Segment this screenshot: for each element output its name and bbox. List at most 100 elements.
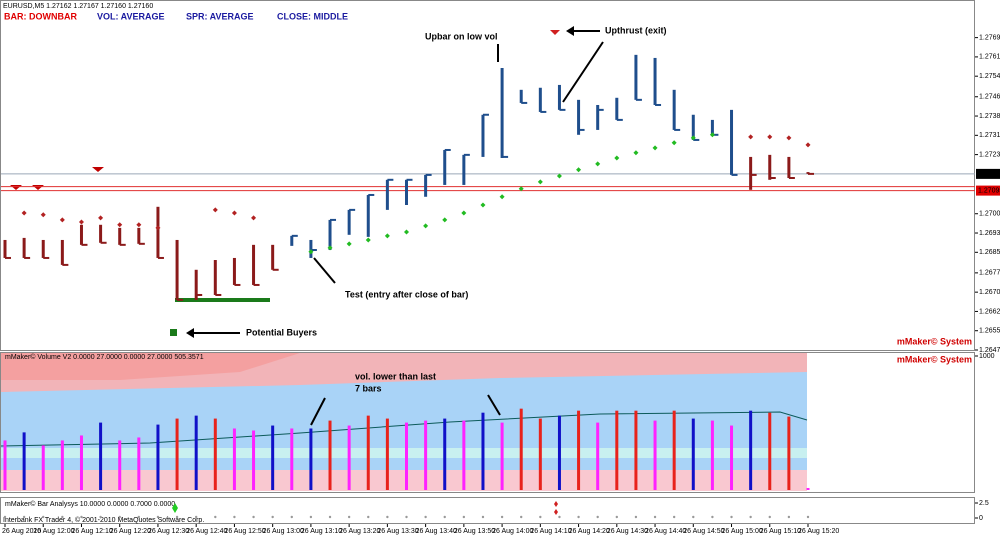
y-tick-label: 1.27005 [979,211,1000,218]
volume-bar [672,410,676,490]
analysis-dot [137,515,141,519]
volume-background [0,353,808,491]
volume-annotation: 7 bars [355,383,382,393]
volume-bar [3,440,7,490]
volume-bar [405,422,408,490]
volume-bar [366,415,370,490]
brand: mMaker© System [897,354,972,364]
volume-bar [596,422,600,490]
current-price-box [976,168,1000,179]
x-tick-label: 26 Aug 12:30 [148,528,189,535]
annotation: Potential Buyers [246,327,317,337]
volume-bar [634,410,638,490]
x-tick-label: 26 Aug 13:30 [377,528,418,535]
x-tick-label: 26 Aug 13:20 [339,528,380,535]
support-dot [404,229,409,235]
analysis-dot [347,515,351,519]
analysis-dot [252,515,255,519]
volume-bar [99,422,103,490]
x-tick-label: 26 Aug 13:00 [263,528,304,535]
volume-bar [500,422,504,490]
support-dot [327,245,333,251]
support-dot [442,217,448,223]
volume-bar [252,430,256,490]
volume-bar [41,445,45,490]
analysis-title: mMaker© Bar Analysys 10.0000 0.0000 0.70… [5,500,175,508]
level-label: 1.27095 [978,187,1000,194]
analysis-pane [0,497,975,524]
support-dot [614,155,620,161]
analysis-dot [711,515,714,519]
volume-bar [156,424,160,490]
analysis-dot [42,515,45,519]
volume-bar [309,428,313,490]
analysis-dot [233,515,236,519]
volume-bar [271,425,275,490]
volume-bar [749,410,753,490]
analysis-dot [462,515,466,519]
analysis-dot [653,515,657,519]
analysis-dot [692,515,695,519]
resistance-dot [59,217,65,223]
resistance-dot [786,135,792,141]
volume-bar [22,432,26,490]
volume-bar [557,415,561,490]
brand: mMaker© System [897,336,972,346]
y-tick-label: 1.26855 [979,249,1000,256]
x-tick-label: 26 Aug 13:10 [301,528,342,535]
volume-bar [385,418,389,490]
analysis-dot [214,515,217,519]
y-tick-label: 1000 [979,353,995,360]
analysis-dot [634,515,638,519]
analysis-markers [172,501,558,515]
price-pane [0,0,975,351]
volume-bar [443,418,447,490]
volume-bar [519,408,523,490]
volume-bar [118,440,122,490]
resistance-dot [117,222,123,228]
annotation: Upthrust (exit) [605,25,667,35]
volume-bar [730,425,734,490]
analysis-dot [118,515,121,519]
symbol-header: EURUSD,M5 1.27162 1.27167 1.27160 1.2716… [3,3,153,10]
resistance-dot [98,215,104,221]
analysis-dot [596,515,599,519]
volume-bar [290,428,294,490]
resistance-dot [251,215,257,221]
analysis-dot [730,515,733,519]
level-box [976,185,1000,196]
resistance-dot [155,225,161,231]
analysis-dot [3,515,7,519]
volume-bar [60,440,64,490]
annotation: Upbar on low vol [425,31,498,41]
volume-bar [481,412,485,490]
x-tick-label: 26 Aug 15:00 [722,528,763,535]
support-dot [633,150,639,156]
analysis-dot [309,515,313,519]
volume-bar [232,428,236,490]
analysis-dot [61,515,64,519]
support-dot [518,186,524,192]
resistance-dot [40,212,46,218]
analysis-dot [577,515,580,519]
analysis-dot [806,515,810,519]
support-dot [308,249,314,255]
y-tick-label: 1.26775 [979,270,1000,277]
analysis-dot [520,515,523,519]
resistance-dot [21,210,27,216]
support-dot [709,132,715,138]
analysis-dot [405,515,408,519]
support-dot [480,202,486,208]
y-tick-label: 2.5 [979,500,989,507]
support-dot [423,223,429,229]
y-tick-label: 0 [979,515,983,522]
annotation: Test (entry after close of bar) [345,289,468,299]
x-tick-label: 26 Aug 14:50 [683,528,724,535]
volume-bar [194,415,198,490]
volume-bar [768,412,772,490]
x-tick-label: 26 Aug 15:10 [760,528,801,535]
analysis-dot [22,515,26,519]
support-dot [346,241,352,247]
volume-bar [806,487,810,490]
